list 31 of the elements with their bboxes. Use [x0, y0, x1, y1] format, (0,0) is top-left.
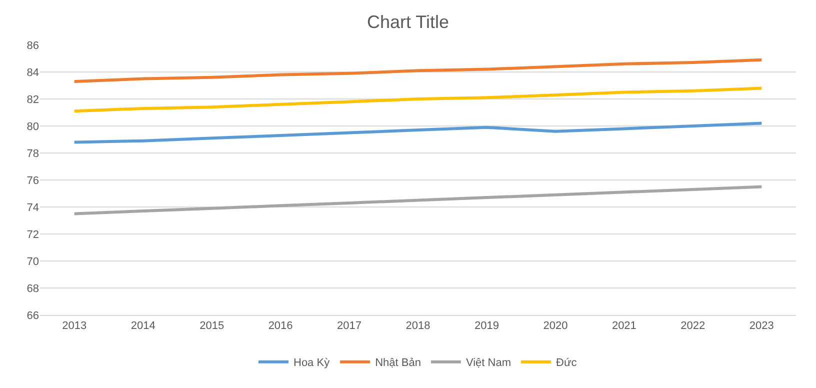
- y-tick-label: 74: [26, 202, 39, 214]
- legend-label: Nhật Bản: [375, 357, 421, 370]
- y-tick-label: 80: [26, 120, 39, 133]
- x-tick-label: 2021: [612, 320, 636, 332]
- x-tick-label: 2018: [406, 320, 430, 332]
- y-tick-label: 84: [26, 66, 39, 79]
- y-tick-label: 72: [26, 228, 39, 241]
- x-tick-label: 2023: [749, 320, 774, 332]
- legend-label: Đức: [556, 357, 578, 370]
- x-tick-label: 2013: [62, 320, 87, 332]
- y-tick-label: 78: [26, 148, 39, 160]
- y-tick-label: 66: [26, 310, 39, 322]
- x-tick-label: 2017: [337, 320, 362, 332]
- line-series: [72, 58, 764, 83]
- x-tick-label: 2019: [474, 320, 499, 332]
- chart-title: Chart Title: [366, 12, 450, 32]
- x-tick-label: 2015: [200, 320, 224, 332]
- legend-label: Hoa Kỳ: [294, 357, 330, 370]
- line-series: [72, 86, 764, 113]
- y-tick-label: 68: [26, 282, 39, 295]
- y-tick-label: 82: [26, 94, 39, 106]
- x-tick-label: 2022: [680, 320, 706, 332]
- y-tick-label: 70: [26, 256, 39, 268]
- x-tick-label: 2014: [130, 320, 156, 332]
- legend-label: Việt Nam: [466, 357, 511, 370]
- x-tick-label: 2020: [543, 320, 568, 332]
- line-series: [72, 122, 764, 144]
- line-series: [72, 185, 764, 216]
- x-tick-label: 2016: [268, 320, 293, 332]
- y-tick-label: 86: [26, 40, 39, 52]
- y-tick-label: 76: [26, 174, 39, 187]
